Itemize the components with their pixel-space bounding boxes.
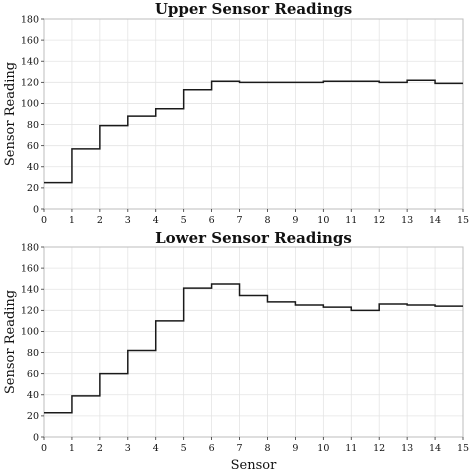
sensor-reading-step-line: [44, 283, 463, 414]
y-tick-label: 20: [27, 411, 39, 422]
x-tick-label: 12: [373, 443, 385, 454]
y-tick-label: 0: [33, 432, 39, 443]
x-tick-label: 4: [153, 215, 159, 226]
chart-title: Lower Sensor Readings: [155, 229, 352, 247]
y-tick-label: 180: [21, 242, 39, 253]
x-tick-label: 8: [264, 215, 270, 226]
plot-frame: [43, 18, 464, 210]
y-tick-label: 120: [21, 78, 39, 89]
x-tick-label: 14: [429, 215, 441, 226]
x-tick-label: 0: [41, 215, 47, 226]
y-tick-label: 160: [21, 263, 39, 274]
x-tick-label: 2: [97, 443, 103, 454]
y-tick-label: 160: [21, 35, 39, 46]
x-tick-label: 7: [237, 443, 243, 454]
x-tick-label: 12: [373, 215, 385, 226]
x-tick-label: 9: [292, 443, 298, 454]
x-tick-label: 3: [125, 215, 131, 226]
y-tick-label: 100: [21, 99, 39, 110]
y-tick-label: 40: [27, 162, 39, 173]
x-axis-label: Sensor: [231, 458, 277, 473]
x-tick-label: 9: [292, 215, 298, 226]
x-tick-label: 13: [401, 443, 413, 454]
x-tick-label: 11: [345, 443, 357, 454]
x-tick-label: 6: [209, 443, 215, 454]
plot-frame: [43, 246, 464, 438]
y-axis-label: Sensor Reading: [3, 62, 18, 166]
x-tick-label: 11: [345, 215, 357, 226]
y-axis-label: Sensor Reading: [3, 290, 18, 394]
x-tick-label: 6: [209, 215, 215, 226]
y-tick-label: 60: [27, 369, 39, 380]
x-tick-label: 4: [153, 443, 159, 454]
y-tick-label: 60: [27, 141, 39, 152]
y-tick-label: 0: [33, 204, 39, 215]
x-tick-label: 2: [97, 215, 103, 226]
y-tick-label: 140: [21, 285, 39, 296]
y-tick-label: 80: [27, 348, 39, 359]
x-tick-label: 8: [264, 443, 270, 454]
x-tick-label: 0: [41, 443, 47, 454]
x-tick-label: 5: [181, 443, 187, 454]
y-tick-label: 40: [27, 390, 39, 401]
x-tick-label: 7: [237, 215, 243, 226]
y-tick-label: 180: [21, 14, 39, 25]
x-tick-label: 10: [317, 443, 329, 454]
x-tick-label: 15: [457, 215, 469, 226]
x-tick-label: 3: [125, 443, 131, 454]
x-tick-label: 13: [401, 215, 413, 226]
y-tick-label: 80: [27, 120, 39, 131]
sensor-reading-step-line: [44, 79, 463, 184]
x-tick-label: 1: [69, 443, 75, 454]
y-tick-label: 120: [21, 306, 39, 317]
x-tick-label: 15: [457, 443, 469, 454]
x-tick-label: 10: [317, 215, 329, 226]
y-tick-label: 100: [21, 327, 39, 338]
y-tick-label: 20: [27, 183, 39, 194]
y-tick-label: 140: [21, 57, 39, 68]
x-tick-label: 14: [429, 443, 441, 454]
chart-title: Upper Sensor Readings: [155, 0, 352, 18]
x-tick-label: 1: [69, 215, 75, 226]
x-tick-label: 5: [181, 215, 187, 226]
